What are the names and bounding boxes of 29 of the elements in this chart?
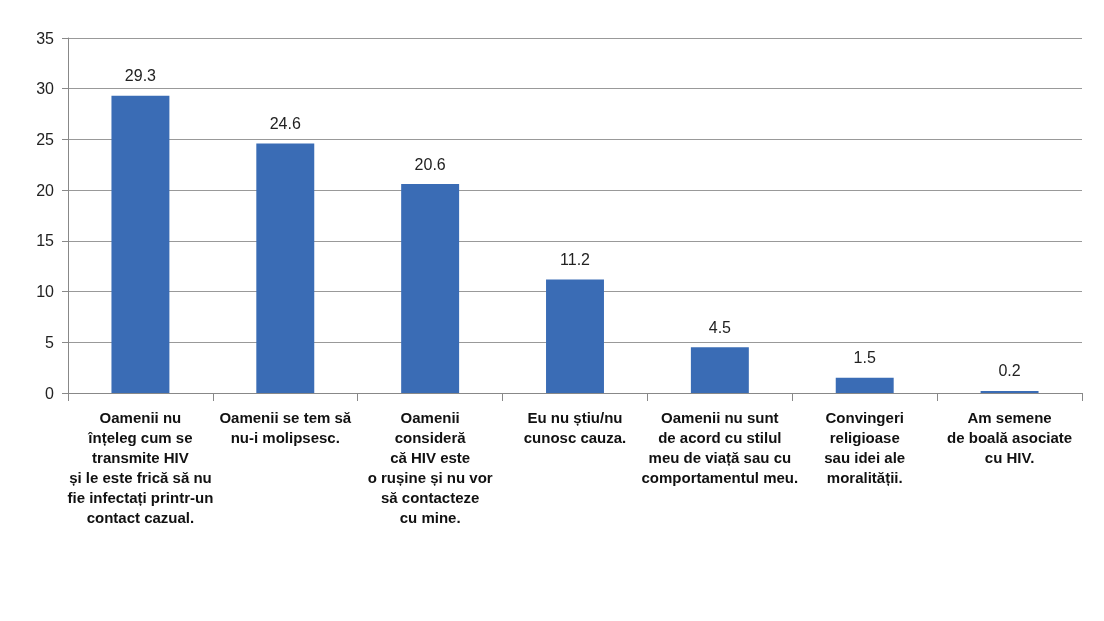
x-tick-label: Oamenii nu înțeleg cum se transmite HIV și le este frică să nu fie infectați printr-un contact cazual. <box>67 408 214 526</box>
y-tick-label: 35 <box>36 29 55 47</box>
y-tick-label: 30 <box>36 80 55 98</box>
x-tick-label: Convingeri religioase sau idei ale moralității. <box>824 408 906 486</box>
bar <box>401 184 460 393</box>
bar <box>546 279 604 393</box>
x-tick-label: Oamenii nu sunt de acord cu stilul meu de viață sau cu comportamentul meu. <box>641 408 799 486</box>
data-label: 1.5 <box>853 349 876 367</box>
data-label: 24.6 <box>269 114 301 132</box>
x-tick-label: Eu nu știu/nu cunosc cauza. <box>523 408 627 446</box>
y-tick-label: 10 <box>36 283 55 301</box>
data-label: 0.2 <box>998 362 1021 380</box>
bar <box>980 390 1039 393</box>
data-label: 29.3 <box>124 67 157 85</box>
x-tick-label: Oamenii consideră că HIV este o rușine și nu vor să contacteze cu mine. <box>367 408 493 526</box>
bar <box>690 347 749 393</box>
data-label: 20.6 <box>414 155 446 173</box>
y-tick-label: 0 <box>45 384 55 402</box>
bar <box>835 377 894 393</box>
y-tick-label: 5 <box>45 333 55 351</box>
data-label: 4.5 <box>708 318 732 336</box>
bar <box>256 143 315 393</box>
x-tick-label: Am semene de boală asociate cu HIV. <box>947 408 1073 466</box>
y-tick-label: 15 <box>36 232 55 250</box>
y-tick-label: 25 <box>36 130 55 148</box>
x-tick-label: Oamenii se tem să nu-i molipsesc. <box>219 408 352 446</box>
data-label: 11.2 <box>560 250 591 268</box>
bar <box>111 95 170 393</box>
y-tick-label: 20 <box>36 181 55 199</box>
